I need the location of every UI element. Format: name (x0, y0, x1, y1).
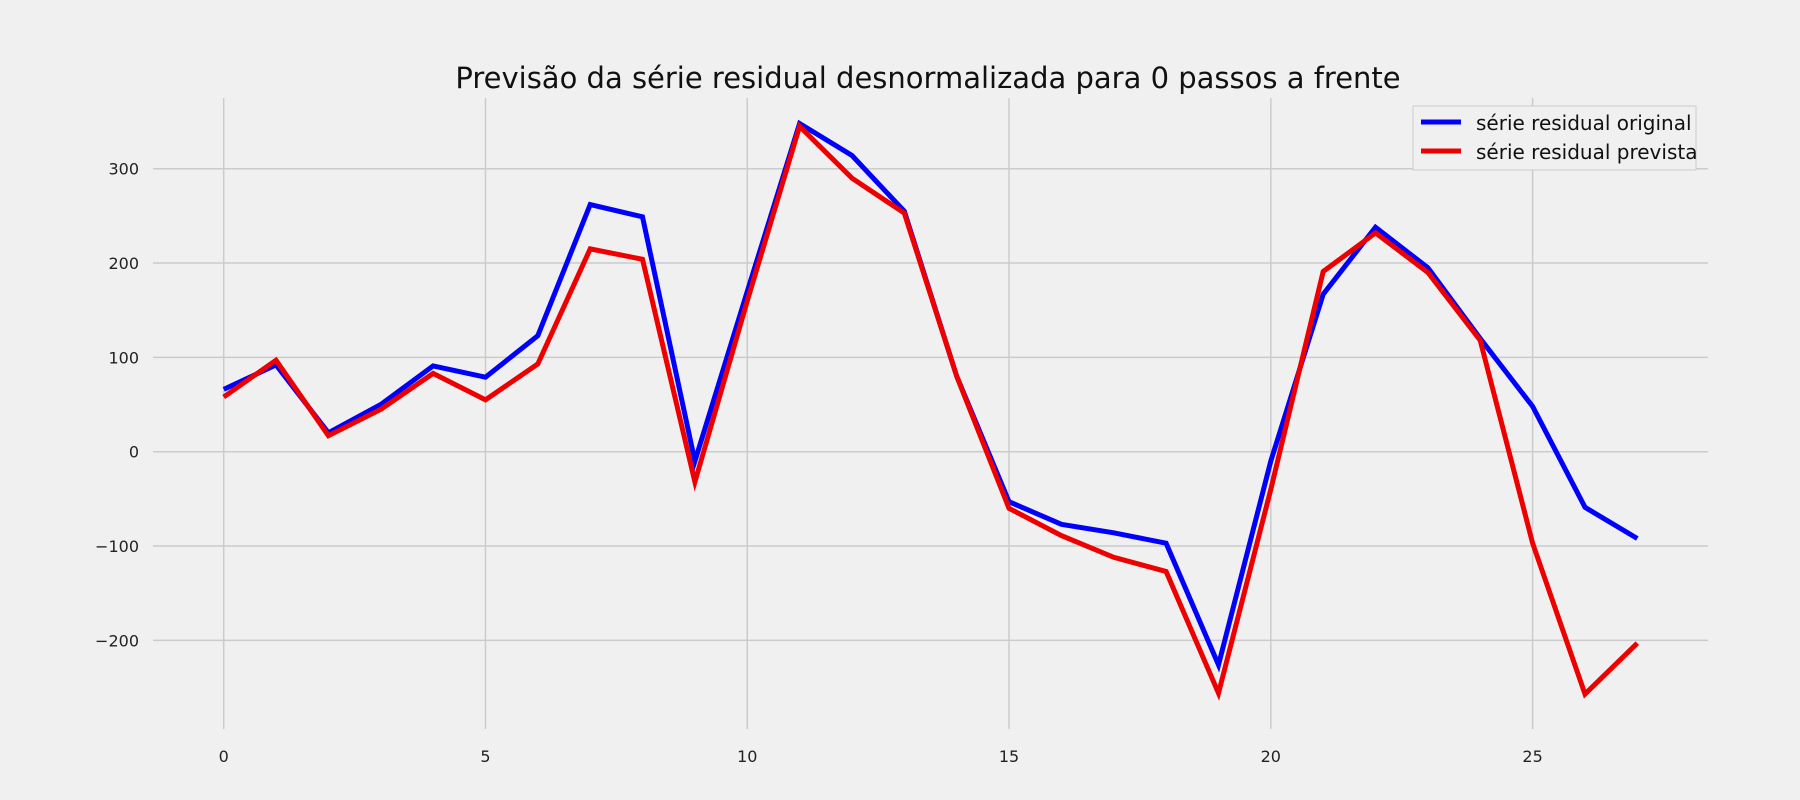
legend-box (1412, 105, 1697, 171)
y-tick-label: −100 (95, 537, 139, 556)
x-tick-label: 25 (1522, 747, 1542, 766)
chart-title: Previsão da série residual desnormalizad… (455, 61, 1400, 95)
series-line-predicted (222, 121, 1640, 701)
series-lines (222, 119, 1640, 701)
x-tick-label: 0 (219, 747, 229, 766)
grid (153, 98, 1708, 729)
x-tick-label: 5 (480, 747, 490, 766)
x-tick-label: 10 (737, 747, 757, 766)
legend-label-predicted: série residual prevista (1476, 140, 1697, 164)
legend-label-original: série residual original (1476, 111, 1692, 135)
y-tick-label: −200 (95, 631, 139, 650)
x-tick-label: 15 (999, 747, 1019, 766)
y-tick-label: 300 (108, 160, 139, 179)
y-tick-label: 200 (108, 254, 139, 273)
axis-ticks: 0 5 10 15 20 25 300 200 100 0 −100 −200 (95, 160, 1543, 766)
legend: série residual original série residual p… (1412, 105, 1697, 171)
y-tick-label: 100 (108, 348, 139, 367)
series-line-original (222, 119, 1639, 673)
x-tick-label: 20 (1261, 747, 1281, 766)
y-tick-label: 0 (129, 443, 139, 462)
